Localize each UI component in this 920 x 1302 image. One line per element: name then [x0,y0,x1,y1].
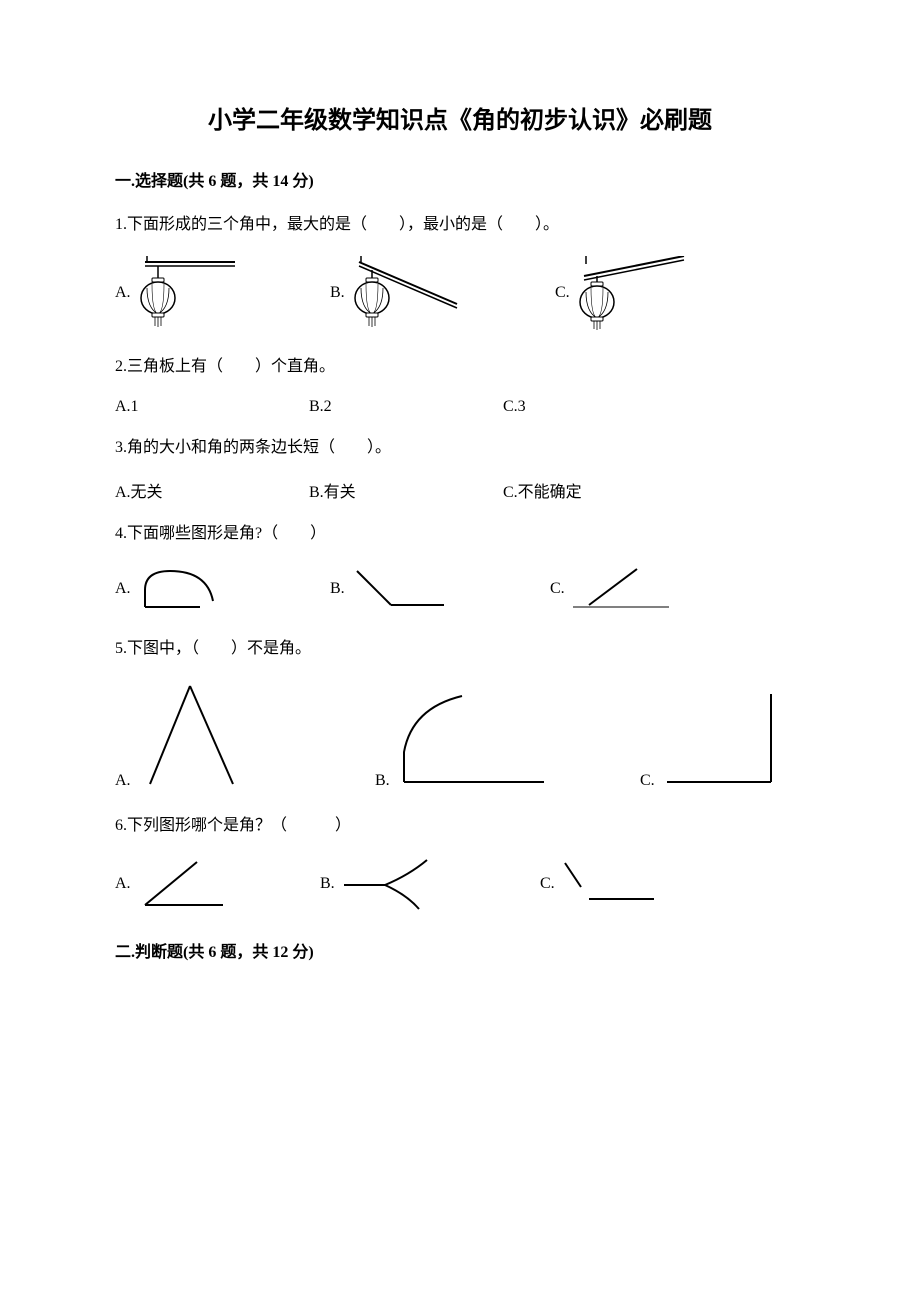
q1-b-label: B. [330,284,345,302]
q6-options: A. B. C. [115,857,805,912]
curved-branches-icon [339,857,439,912]
page-title: 小学二年级数学知识点《角的初步认识》必刷题 [115,100,805,135]
arc-shape-icon [135,565,225,613]
disconnected-angle-icon [559,857,659,912]
q5-a-label: A. [115,772,131,790]
q4-options: A. B. C. [115,565,805,613]
q5-option-b: B. [375,690,640,790]
q5-b-label: B. [375,772,390,790]
lantern-icon-c [574,256,689,331]
q1-options: A. [115,256,805,331]
curved-side-icon [394,690,549,790]
acute-angle-icon [135,680,250,790]
q1-a-label: A. [115,284,131,302]
worksheet-page: 小学二年级数学知识点《角的初步认识》必刷题 一.选择题(共 6 题，共 14 分… [0,0,920,1302]
q1-text: 1.下面形成的三个角中，最大的是（ ），最小的是（ ）。 [115,211,805,240]
q5-text: 5.下图中，（ ）不是角。 [115,635,805,664]
q6-option-a: A. [115,857,320,912]
q2-b: B.2 [309,398,499,416]
q1-c-label: C. [555,284,570,302]
obtuse-angle-icon [349,565,449,613]
q1-option-b: B. [330,256,555,331]
right-angle-icon [659,690,779,790]
q2-options: A.1 B.2 C.3 [115,398,805,416]
q4-option-a: A. [115,565,330,613]
q5-c-label: C. [640,772,655,790]
q3-b: B.有关 [309,478,499,502]
q5-options: A. B. C. [115,680,805,790]
lantern-icon-b [349,256,464,331]
section-2-header: 二.判断题(共 6 题，共 12 分) [115,938,805,962]
q6-option-b: B. [320,857,540,912]
q2-c: C.3 [503,398,693,416]
q3-c: C.不能确定 [503,478,693,502]
q6-option-c: C. [540,857,659,912]
q3-options: A.无关 B.有关 C.不能确定 [115,478,805,502]
angle-icon [135,857,230,912]
q6-b-label: B. [320,875,335,893]
q3-a: A.无关 [115,478,305,502]
q3-text: 3.角的大小和角的两条边长短（ ）。 [115,434,805,463]
section-1-header: 一.选择题(共 6 题，共 14 分) [115,167,805,191]
q4-text: 4.下面哪些图形是角?（ ） [115,520,805,549]
q2-a: A.1 [115,398,305,416]
q1-option-c: C. [555,256,689,331]
q4-b-label: B. [330,580,345,598]
q4-option-b: B. [330,565,550,613]
q4-a-label: A. [115,580,131,598]
q4-c-label: C. [550,580,565,598]
q4-option-c: C. [550,565,679,613]
q5-option-c: C. [640,690,779,790]
q6-a-label: A. [115,875,131,893]
q2-text: 2.三角板上有（ ）个直角。 [115,353,805,382]
q6-text: 6.下列图形哪个是角？（ ） [115,812,805,841]
lantern-icon-a [135,256,240,331]
q6-c-label: C. [540,875,555,893]
q1-option-a: A. [115,256,330,331]
open-angle-icon [569,565,679,613]
q5-option-a: A. [115,680,375,790]
